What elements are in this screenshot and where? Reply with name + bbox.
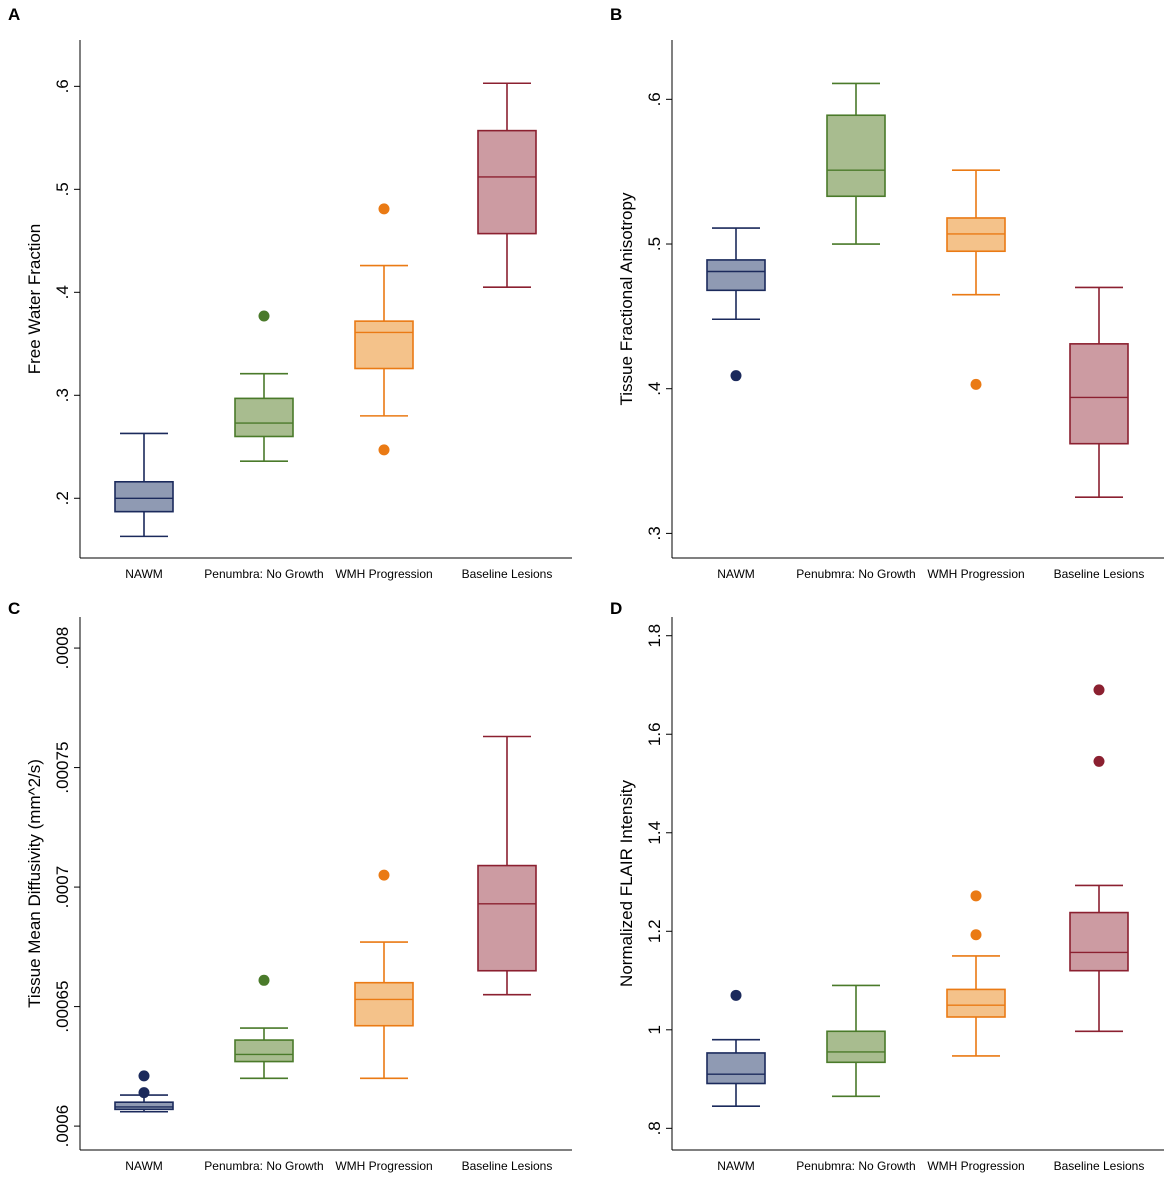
y-tick-label: .6 <box>53 79 72 93</box>
outlier-point <box>378 444 390 456</box>
x-category-label: Baseline Lesions <box>462 567 553 581</box>
y-tick-label: 1.6 <box>645 722 664 746</box>
y-axis-title: Free Water Fraction <box>25 224 44 375</box>
box-iqr <box>477 129 537 235</box>
box-baseline <box>1069 684 1129 1033</box>
box-nawm <box>114 1070 174 1113</box>
y-tick-label: 1.2 <box>645 919 664 943</box>
box-wmh <box>354 203 414 456</box>
box-nawm <box>706 227 766 382</box>
box-penumbra <box>234 974 294 1080</box>
panel-letter: D <box>610 599 622 618</box>
y-tick-label: .5 <box>645 237 664 251</box>
y-tick-label: .0008 <box>53 627 72 670</box>
x-category-label: WMH Progression <box>927 1159 1024 1173</box>
y-tick-label: .6 <box>645 92 664 106</box>
x-category-label: Baseline Lesions <box>462 1159 553 1173</box>
box-iqr <box>114 1101 174 1111</box>
box-penumbra <box>826 984 886 1098</box>
panel-letter: B <box>610 5 622 24</box>
box-iqr <box>826 1030 886 1064</box>
panel-a: A .2 .3 .4 .5 .6 Free Water Fraction NAWM Penumb… <box>8 5 572 581</box>
box-iqr <box>477 864 537 972</box>
box-penumbra <box>234 310 294 462</box>
x-category-label: WMH Progression <box>927 567 1024 581</box>
box-wmh <box>946 890 1006 1057</box>
outlier-point <box>258 310 270 322</box>
panel-letter: C <box>8 599 20 618</box>
x-category-label: Penumbra: No Growth <box>204 567 323 581</box>
box-iqr <box>114 480 174 513</box>
y-tick-label: .2 <box>53 491 72 505</box>
box-iqr <box>234 397 294 438</box>
box-penumbra <box>826 82 886 245</box>
y-tick-label: 1.4 <box>645 821 664 845</box>
y-tick-label: .0007 <box>53 866 72 909</box>
x-category-label: Penubmra: No Growth <box>796 567 915 581</box>
y-tick-label: .00065 <box>53 981 72 1033</box>
y-axis-title: Normalized FLAIR Intensity <box>617 780 636 987</box>
y-tick-label: .3 <box>53 388 72 402</box>
box-wmh <box>946 169 1006 390</box>
box-iqr <box>354 981 414 1027</box>
y-tick-label: .5 <box>53 182 72 196</box>
outlier-point <box>970 378 982 390</box>
x-category-label: NAWM <box>717 567 755 581</box>
outlier-point <box>138 1087 150 1099</box>
box-baseline <box>477 735 537 996</box>
box-iqr <box>706 259 766 292</box>
box-iqr <box>826 114 886 198</box>
box-nawm <box>706 989 766 1107</box>
x-category-label: NAWM <box>125 567 163 581</box>
y-tick-label: .8 <box>645 1121 664 1135</box>
y-axis-title: Tissue Mean Diffusivity (mm^2/s) <box>25 759 44 1008</box>
x-category-label: WMH Progression <box>335 567 432 581</box>
box-iqr <box>354 320 414 370</box>
box-iqr <box>234 1039 294 1063</box>
box-iqr <box>1069 911 1129 972</box>
box-baseline <box>477 82 537 288</box>
y-tick-label: .3 <box>645 526 664 540</box>
x-category-label: Penubmra: No Growth <box>796 1159 915 1173</box>
y-tick-label: 1.8 <box>645 624 664 648</box>
outlier-point <box>1093 755 1105 767</box>
y-tick-label: .0006 <box>53 1105 72 1148</box>
box-wmh <box>354 869 414 1080</box>
y-tick-label: .4 <box>645 382 664 396</box>
x-category-label: Baseline Lesions <box>1054 567 1145 581</box>
panel-c: C .0006 .00065 .0007 .00075 .0008 Tissue Mean … <box>8 599 572 1173</box>
box-iqr <box>706 1052 766 1085</box>
outlier-point <box>970 890 982 902</box>
x-category-label: NAWM <box>125 1159 163 1173</box>
y-tick-label: .00075 <box>53 742 72 794</box>
outlier-point <box>730 989 742 1001</box>
y-axis-title: Tissue Fractional Anisotropy <box>617 192 636 405</box>
panel-b: B .3 .4 .5 .6 Tissue Fractional Anisotropy NAW… <box>610 5 1164 581</box>
x-category-label: Baseline Lesions <box>1054 1159 1145 1173</box>
x-category-label: NAWM <box>717 1159 755 1173</box>
outlier-point <box>378 869 390 881</box>
box-iqr <box>946 217 1006 253</box>
outlier-point <box>258 974 270 986</box>
panel-letter: A <box>8 5 20 24</box>
panel-d: D .8 1 1.2 1.4 1.6 1.8 Normalized FLAIR Intensi… <box>610 599 1164 1173</box>
y-tick-label: 1 <box>645 1025 664 1034</box>
box-nawm <box>114 432 174 538</box>
box-iqr <box>1069 343 1129 445</box>
outlier-point <box>730 370 742 382</box>
outlier-point <box>378 203 390 215</box>
x-category-label: Penumbra: No Growth <box>204 1159 323 1173</box>
outlier-point <box>1093 684 1105 696</box>
outlier-point <box>970 929 982 941</box>
x-category-label: WMH Progression <box>335 1159 432 1173</box>
y-tick-label: .4 <box>53 285 72 299</box>
outlier-point <box>138 1070 150 1082</box>
box-baseline <box>1069 286 1129 499</box>
box-iqr <box>946 988 1006 1018</box>
